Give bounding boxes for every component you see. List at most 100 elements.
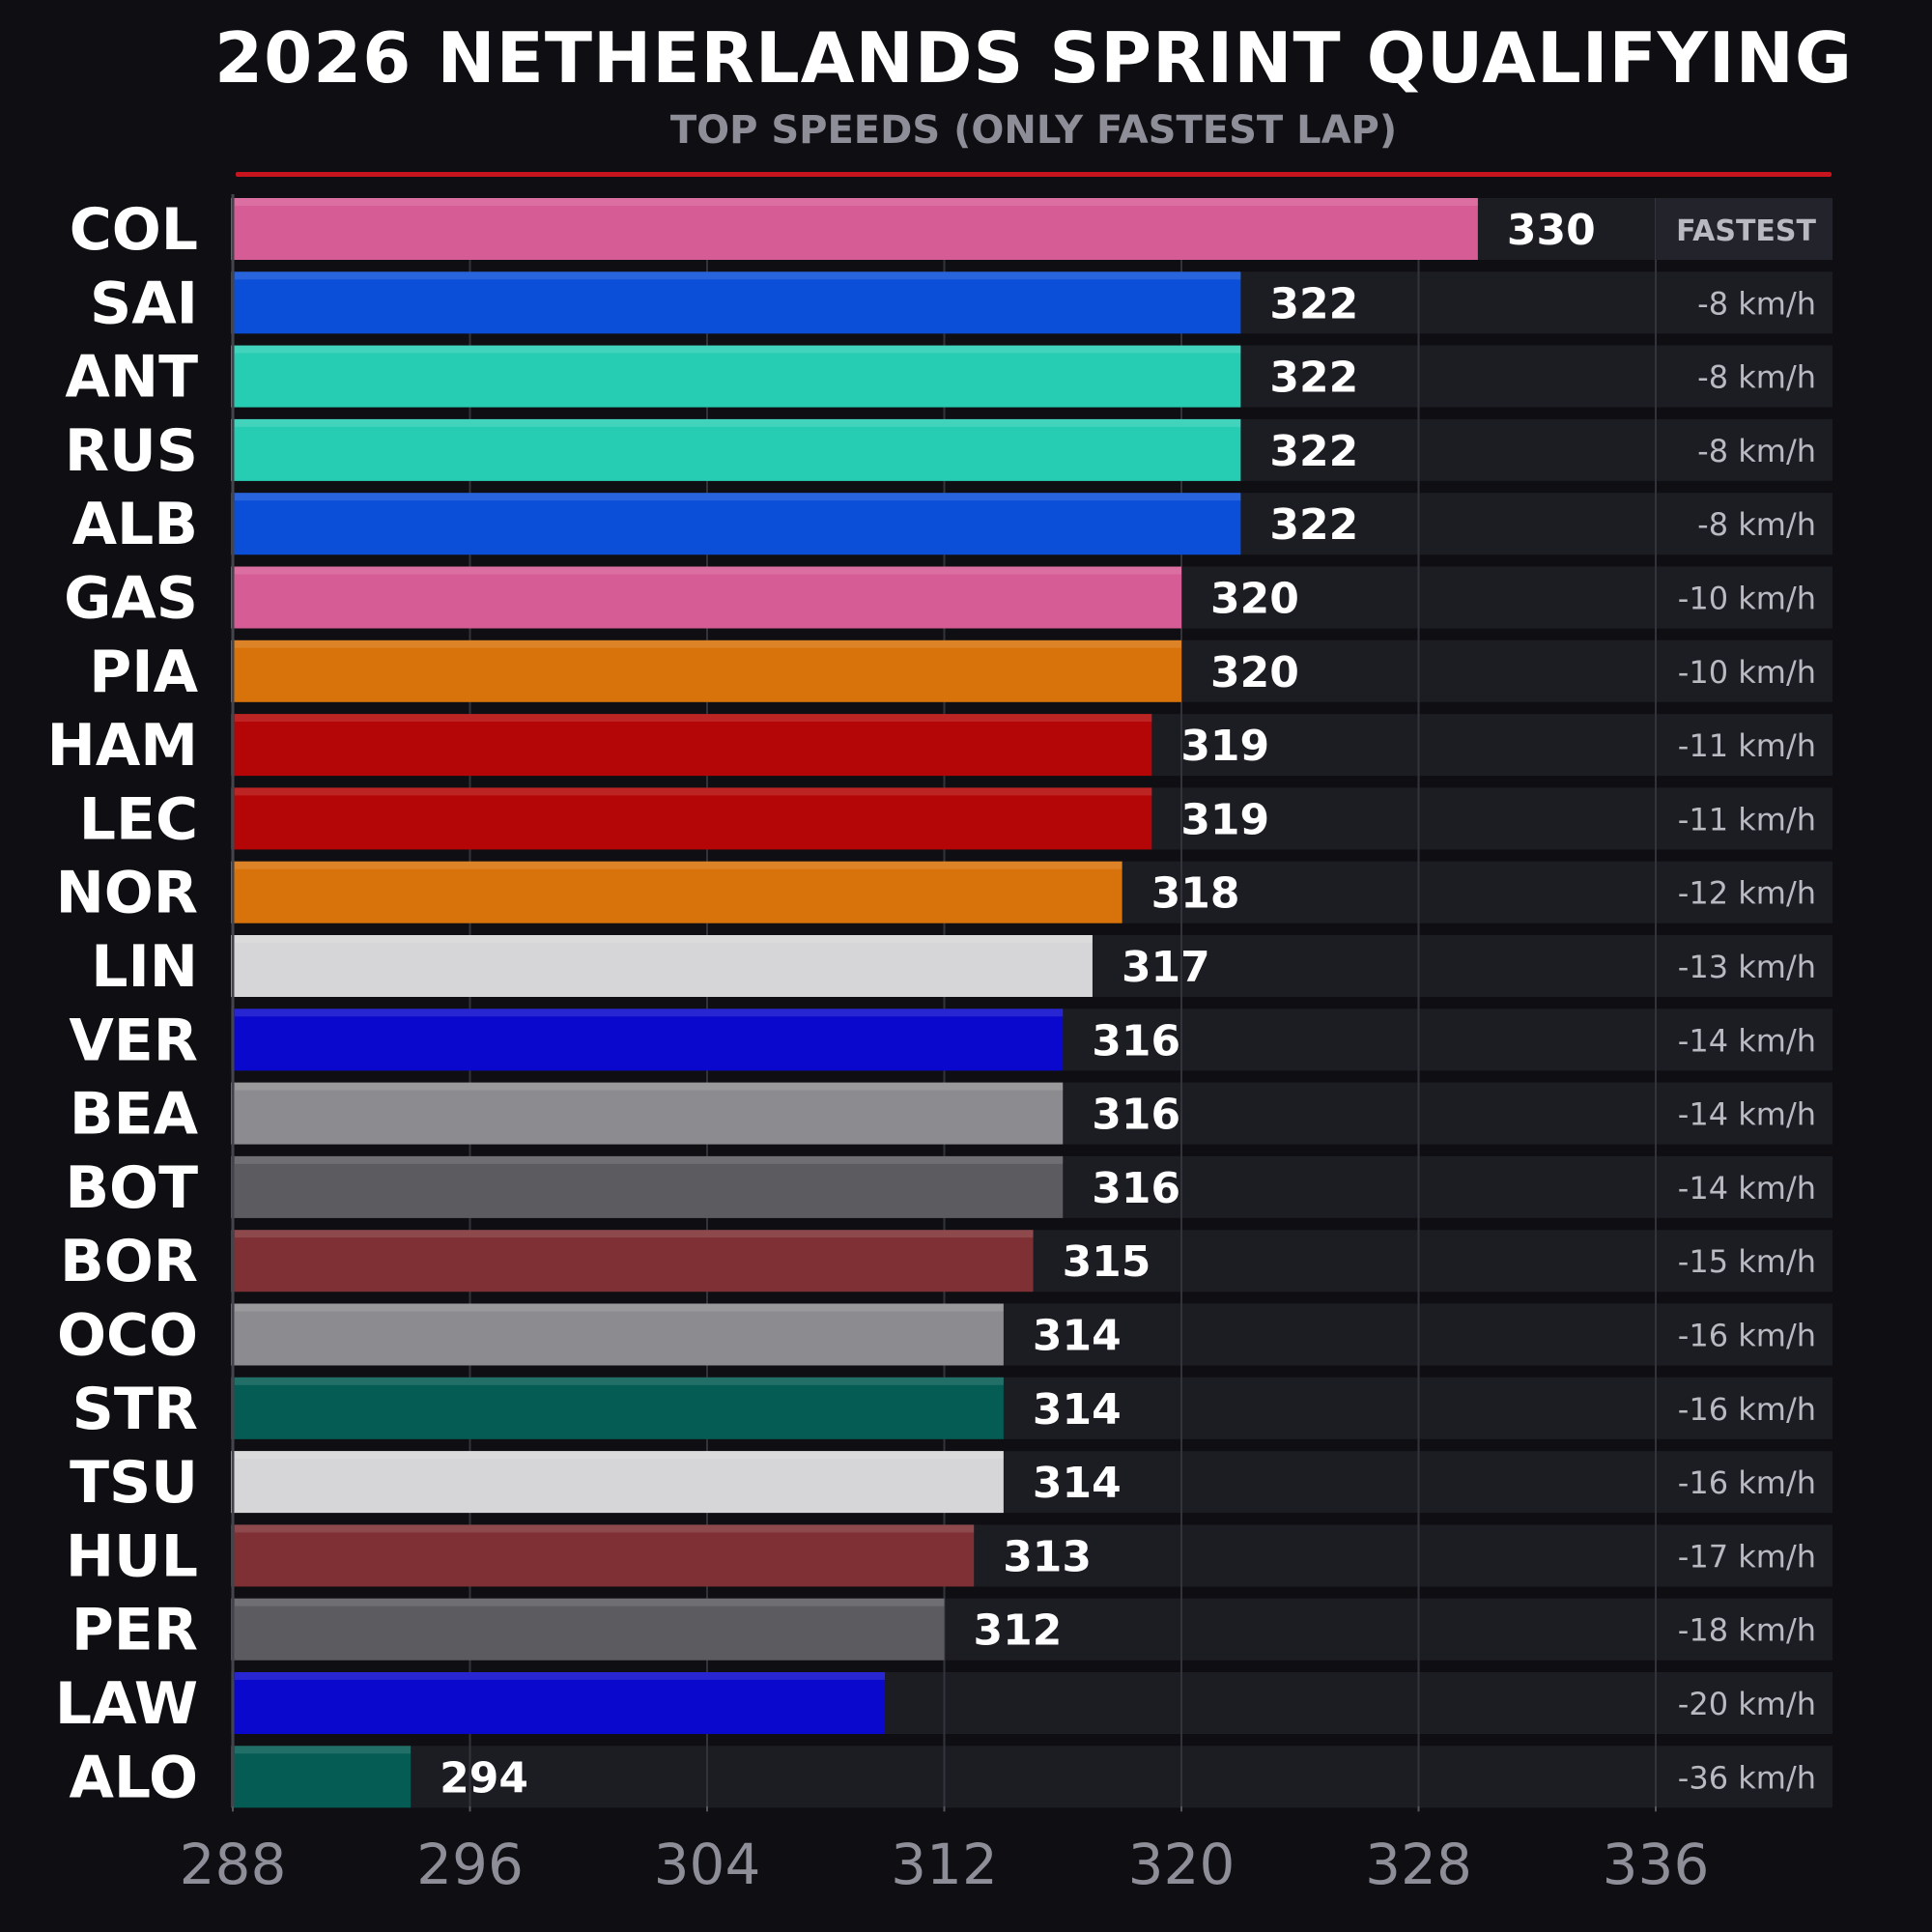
chart-title: 2026 NETHERLANDS SPRINT QUALIFYING — [213, 17, 1854, 99]
bar-highlight — [233, 1009, 1064, 1017]
bar-highlight — [233, 566, 1181, 575]
driver-label: PIA — [89, 639, 198, 706]
bar-nor — [233, 861, 1122, 923]
gap-label: -20 km/h — [1678, 1686, 1816, 1722]
bar-ant — [233, 345, 1241, 408]
bar-tsu — [233, 1451, 1004, 1514]
bar-bot — [233, 1155, 1064, 1218]
gap-label: -36 km/h — [1678, 1759, 1816, 1796]
gap-label: -8 km/h — [1697, 285, 1816, 322]
bar-sai — [233, 271, 1241, 334]
bar-highlight — [233, 1598, 945, 1606]
gap-label: -8 km/h — [1697, 433, 1816, 469]
gap-label: -11 km/h — [1678, 727, 1816, 764]
bar-rus — [233, 418, 1241, 481]
value-label: 314 — [1033, 1459, 1122, 1508]
driver-label: BOR — [60, 1228, 198, 1295]
driver-label: PER — [71, 1597, 198, 1664]
gap-label: -13 km/h — [1678, 949, 1816, 985]
gap-label: -16 km/h — [1678, 1318, 1816, 1354]
x-tick-label: 312 — [891, 1832, 998, 1897]
bar-highlight — [233, 1303, 1004, 1312]
bar-str — [233, 1377, 1004, 1439]
bar-ver — [233, 1009, 1064, 1071]
driver-label: COL — [70, 196, 198, 264]
row-track — [233, 1746, 1833, 1808]
bar-pia — [233, 639, 1181, 702]
bar-highlight — [233, 935, 1093, 943]
gap-label: -8 km/h — [1697, 359, 1816, 396]
value-label: 315 — [1063, 1237, 1151, 1287]
driver-label: SAI — [90, 270, 198, 337]
value-label: 322 — [1269, 500, 1358, 550]
gap-label: -8 km/h — [1697, 506, 1816, 543]
driver-label: LEC — [79, 785, 198, 853]
driver-label: LIN — [91, 933, 198, 1001]
bar-alb — [233, 493, 1241, 555]
x-tick-label: 304 — [654, 1832, 761, 1897]
gap-label: -14 km/h — [1678, 1022, 1816, 1059]
bar-ham — [233, 714, 1152, 777]
bar-lin — [233, 935, 1093, 997]
driver-label: LAW — [55, 1670, 198, 1738]
value-label: 316 — [1092, 1016, 1180, 1065]
driver-label: HUL — [66, 1522, 198, 1590]
value-label: 320 — [1210, 648, 1299, 697]
fastest-label: FASTEST — [1676, 214, 1816, 248]
bar-hul — [233, 1524, 975, 1587]
value-label: 319 — [1180, 722, 1269, 771]
bar-highlight — [233, 1377, 1004, 1385]
driver-label: HAM — [47, 712, 198, 780]
gap-label: -14 km/h — [1678, 1096, 1816, 1133]
bar-alo — [233, 1746, 412, 1808]
driver-label: GAS — [64, 565, 198, 633]
chart-subtitle: TOP SPEEDS (ONLY FASTEST LAP) — [669, 108, 1398, 153]
bar-highlight — [233, 1672, 886, 1680]
x-tick-label: 288 — [180, 1832, 287, 1897]
value-label: 316 — [1092, 1091, 1180, 1140]
value-label: 294 — [440, 1753, 528, 1803]
driver-label: BEA — [70, 1081, 199, 1149]
x-tick-label: 328 — [1365, 1832, 1472, 1897]
value-label: 314 — [1033, 1385, 1122, 1435]
gap-label: -11 km/h — [1678, 801, 1816, 838]
bar-highlight — [233, 198, 1478, 206]
driver-label: OCO — [57, 1302, 198, 1370]
bar-highlight — [233, 1451, 1004, 1460]
value-label: 313 — [1003, 1532, 1092, 1581]
gap-label: -16 km/h — [1678, 1391, 1816, 1428]
value-label: 316 — [1092, 1164, 1180, 1213]
bar-highlight — [233, 1746, 412, 1754]
bar-highlight — [233, 418, 1241, 427]
gap-label: -12 km/h — [1678, 875, 1816, 912]
bar-lec — [233, 787, 1152, 850]
x-tick-label: 320 — [1128, 1832, 1236, 1897]
bar-highlight — [233, 1155, 1064, 1164]
bar-law — [233, 1672, 886, 1734]
driver-label: ALB — [72, 491, 198, 558]
bar-per — [233, 1598, 945, 1661]
x-tick-label: 296 — [416, 1832, 524, 1897]
gap-label: -14 km/h — [1678, 1170, 1816, 1207]
bar-oco — [233, 1303, 1004, 1366]
gap-label: -15 km/h — [1678, 1243, 1816, 1280]
title-accent-line — [236, 172, 1832, 177]
driver-label: BOT — [65, 1154, 198, 1222]
bar-highlight — [233, 1230, 1034, 1238]
value-label: 330 — [1507, 206, 1596, 255]
value-label: 322 — [1269, 427, 1358, 476]
gap-label: -17 km/h — [1678, 1538, 1816, 1575]
driver-label: RUS — [65, 417, 198, 485]
bar-highlight — [233, 787, 1152, 796]
bar-bea — [233, 1082, 1064, 1145]
gap-label: -10 km/h — [1678, 581, 1816, 617]
x-tick-label: 336 — [1603, 1832, 1710, 1897]
bar-highlight — [233, 271, 1241, 280]
driver-label: VER — [69, 1007, 198, 1074]
value-label: 314 — [1033, 1312, 1122, 1361]
bar-gas — [233, 566, 1181, 629]
driver-label: STR — [72, 1376, 198, 1443]
bar-highlight — [233, 345, 1241, 354]
fastest-badge — [1656, 198, 1833, 260]
